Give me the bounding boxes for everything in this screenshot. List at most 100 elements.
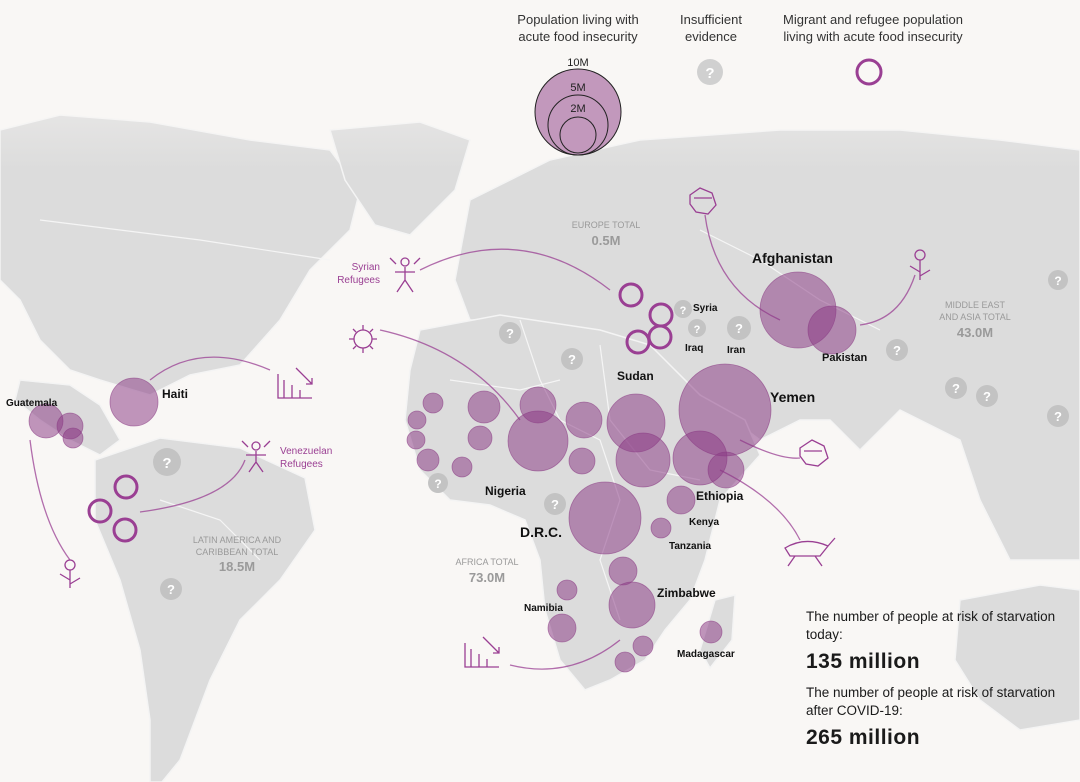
label-kenya: Kenya bbox=[689, 517, 719, 528]
latam-total-label-2: CARIBBEAN TOTAL bbox=[196, 547, 279, 557]
legend-migrant-label: Migrant and refugee population living wi… bbox=[783, 12, 963, 44]
ring-ecuador bbox=[87, 498, 113, 524]
svg-text:?: ? bbox=[735, 321, 743, 336]
svg-text:?: ? bbox=[506, 326, 514, 341]
label-tanzania: Tanzania bbox=[669, 541, 711, 552]
question-icon: ? bbox=[674, 300, 692, 318]
bubble-ghana bbox=[467, 425, 493, 451]
bubble-namibia bbox=[547, 613, 577, 643]
scale-circle-5m bbox=[547, 94, 609, 156]
scale-circle-2m bbox=[559, 116, 597, 154]
svg-text:?: ? bbox=[167, 582, 175, 597]
scale-label-5m: 5M bbox=[570, 82, 585, 94]
bubble-mauritania bbox=[422, 392, 444, 414]
bubble-sierra-leone bbox=[416, 448, 440, 472]
label-iraq: Iraq bbox=[685, 343, 703, 354]
bubble-drc bbox=[568, 481, 642, 555]
syrian-refugees-label-1: Syrian bbox=[352, 262, 380, 273]
fist-icon bbox=[799, 439, 829, 467]
svg-text:?: ? bbox=[434, 477, 441, 491]
question-icon: ? bbox=[499, 322, 521, 344]
latam-total-value: 18.5M bbox=[219, 559, 255, 574]
label-haiti: Haiti bbox=[162, 387, 188, 401]
europe-total-value: 0.5M bbox=[592, 233, 621, 248]
question-icon: ? bbox=[886, 339, 908, 361]
africa-total-value: 73.0M bbox=[469, 570, 505, 585]
label-pakistan: Pakistan bbox=[822, 352, 868, 364]
bubble-madagascar bbox=[699, 620, 723, 644]
question-icon: ? bbox=[945, 377, 967, 399]
mideast-total-label-2: AND ASIA TOTAL bbox=[939, 312, 1011, 322]
region-totals: EUROPE TOTAL 0.5M MIDDLE EAST AND ASIA T… bbox=[193, 220, 1011, 585]
latam-total-label-1: LATIN AMERICA AND bbox=[193, 535, 282, 545]
label-afghanistan: Afghanistan bbox=[752, 250, 833, 266]
svg-text:?: ? bbox=[705, 65, 714, 82]
label-zimbabwe: Zimbabwe bbox=[657, 586, 716, 600]
ring-peru bbox=[112, 517, 138, 543]
venezuelan-refugees-label-2: Refugees bbox=[280, 459, 323, 470]
bubble-burkina bbox=[467, 390, 501, 424]
label-yemen: Yemen bbox=[770, 389, 815, 405]
label-namibia: Namibia bbox=[524, 603, 563, 614]
country-labels: Afghanistan Pakistan Yemen Syria Iraq Ir… bbox=[6, 250, 868, 660]
ring-jordan bbox=[625, 329, 651, 355]
chart-down-icon bbox=[464, 636, 500, 668]
bubble-mozambique bbox=[632, 635, 654, 657]
label-ethiopia: Ethiopia bbox=[696, 489, 744, 503]
question-icon: ? bbox=[160, 578, 182, 600]
bubble-angola bbox=[556, 579, 578, 601]
grasshopper-icon bbox=[784, 537, 836, 567]
migrant-ring-icon bbox=[855, 58, 883, 86]
mideast-total-value: 43.0M bbox=[957, 325, 993, 340]
europe-total-label: EUROPE TOTAL bbox=[572, 220, 641, 230]
legend-insufficient-label: Insufficient evidence bbox=[680, 12, 742, 44]
bubble-pakistan bbox=[807, 305, 857, 355]
today-description: The number of people at risk of starvati… bbox=[806, 609, 1056, 642]
ring-turkey bbox=[618, 282, 644, 308]
bubble-chad bbox=[565, 401, 603, 439]
label-iran: Iran bbox=[727, 345, 745, 356]
south-america-land bbox=[94, 437, 316, 782]
fist-icon bbox=[689, 187, 717, 215]
svg-text:?: ? bbox=[694, 324, 701, 336]
scale-label-2m: 2M bbox=[570, 103, 585, 115]
bubble-lesotho bbox=[614, 651, 636, 673]
svg-text:?: ? bbox=[1054, 274, 1061, 288]
flower-icon bbox=[59, 559, 81, 588]
bubble-south-sudan bbox=[615, 432, 671, 488]
label-madagascar: Madagascar bbox=[677, 649, 735, 660]
question-icon: ? bbox=[428, 473, 448, 493]
question-icon: ? bbox=[688, 319, 706, 337]
refugee-labels: Syrian Refugees Venezuelan Refugees bbox=[280, 262, 380, 470]
question-icon: ? bbox=[153, 448, 181, 476]
australia-land bbox=[954, 584, 1080, 731]
syrian-refugees-label-2: Refugees bbox=[337, 275, 380, 286]
label-syria: Syria bbox=[693, 303, 718, 314]
covid-value: 265 million bbox=[806, 726, 921, 749]
bubble-uganda bbox=[666, 485, 696, 515]
question-icon: ? bbox=[727, 316, 751, 340]
bubble-senegal bbox=[407, 410, 427, 430]
svg-text:?: ? bbox=[551, 497, 559, 512]
bubble-burundi bbox=[650, 517, 672, 539]
label-nigeria: Nigeria bbox=[485, 484, 526, 498]
bubble-togo bbox=[451, 456, 473, 478]
today-value: 135 million bbox=[806, 650, 921, 673]
scale-label-10m: 10M bbox=[567, 57, 588, 69]
question-icon: ? bbox=[1047, 405, 1069, 427]
svg-text:?: ? bbox=[568, 352, 576, 367]
starvation-stats: The number of people at risk of starvati… bbox=[806, 608, 1076, 760]
country-bubbles bbox=[28, 271, 857, 673]
virus-icon bbox=[349, 325, 377, 353]
flower-icon bbox=[909, 249, 931, 280]
ring-colombia bbox=[113, 474, 139, 500]
svg-text:?: ? bbox=[162, 455, 171, 472]
venezuelan-refugees-label-1: Venezuelan bbox=[280, 446, 332, 457]
label-sudan: Sudan bbox=[617, 369, 654, 383]
label-guatemala: Guatemala bbox=[6, 398, 58, 409]
svg-text:?: ? bbox=[983, 389, 991, 404]
migrant-rings bbox=[87, 282, 674, 543]
svg-text:?: ? bbox=[680, 305, 687, 317]
